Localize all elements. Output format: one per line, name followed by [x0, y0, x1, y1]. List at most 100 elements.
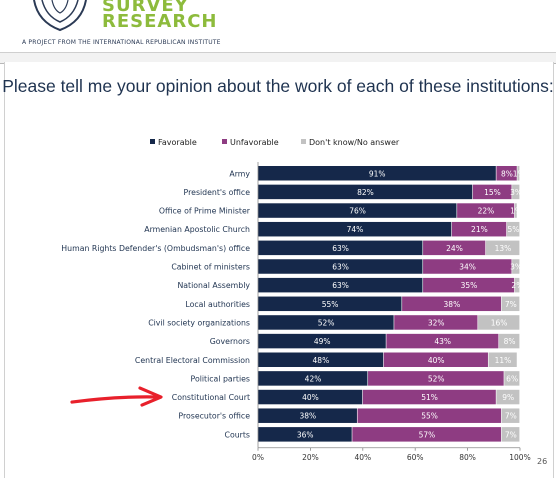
- bar-unfavorable-national-assembly: [423, 277, 515, 293]
- bar-favorable-constitutional-court: [258, 389, 363, 405]
- data-label-favorable-courts: 36%: [297, 430, 314, 439]
- category-label-constitutional-court: Constitutional Court: [172, 393, 250, 402]
- bar-don-t-know-no-answer-prosecutor-s-office: [501, 408, 520, 423]
- category-label-courts: Courts: [225, 430, 250, 439]
- bar-don-t-know-no-answer-courts: [501, 427, 520, 442]
- data-label-unfavorable-governors: 43%: [434, 337, 451, 346]
- bar-don-t-know-no-answer-cabinet-of-ministers: [512, 259, 520, 274]
- x-tick-label-1: 20%: [302, 453, 319, 462]
- data-label-don-t-know-no-answer-cabinet-of-ministers: 3%: [510, 263, 522, 272]
- category-label-prosecutor-s-office: Prosecutor's office: [178, 412, 250, 421]
- bar-favorable-armenian-apostolic-church: [258, 221, 452, 237]
- data-label-favorable-central-electoral-commission: 48%: [313, 356, 330, 365]
- legend-swatch-favorable: [150, 139, 155, 144]
- red-arrow-head: [138, 386, 163, 407]
- data-label-favorable-governors: 49%: [314, 337, 331, 346]
- bar-unfavorable-civil-society-organizations: [394, 315, 478, 330]
- category-label-political-parties: Political parties: [191, 374, 250, 383]
- x-tick-label-0: 0%: [252, 453, 264, 462]
- bar-favorable-central-electoral-commission: [258, 352, 384, 367]
- data-label-unfavorable-constitutional-court: 51%: [421, 393, 438, 402]
- data-label-favorable-civil-society-organizations: 52%: [318, 318, 335, 327]
- bar-favorable-human-rights-defender-s-ombudsman-s-office: [258, 240, 423, 256]
- bar-don-t-know-no-answer-national-assembly: [514, 277, 520, 293]
- data-label-unfavorable-courts: 57%: [419, 430, 436, 439]
- category-label-president-s-office: President's office: [184, 188, 251, 197]
- chart-title: Please tell me your opinion about the wo…: [2, 76, 554, 96]
- data-label-don-t-know-no-answer-president-s-office: 3%: [510, 188, 522, 197]
- bar-favorable-courts: [258, 427, 352, 442]
- bar-unfavorable-army: [496, 166, 517, 181]
- data-label-don-t-know-no-answer-central-electoral-commission: 11%: [495, 356, 512, 365]
- legend-swatch-unfavorable: [222, 139, 227, 144]
- logo-subtitle: A PROJECT FROM THE INTERNATIONAL REPUBLI…: [22, 39, 221, 46]
- category-label-office-of-prime-minister: Office of Prime Minister: [159, 207, 251, 216]
- logo-text-survey: SURVEY: [102, 0, 189, 16]
- x-tick-label-5: 100%: [509, 453, 530, 462]
- bar-don-t-know-no-answer-army: [517, 166, 520, 181]
- bar-favorable-army: [258, 166, 496, 181]
- data-label-don-t-know-no-answer-armenian-apostolic-church: 5%: [507, 225, 519, 234]
- data-label-unfavorable-human-rights-defender-s-ombudsman-s-office: 24%: [446, 244, 463, 253]
- bar-don-t-know-no-answer-armenian-apostolic-church: [506, 221, 520, 237]
- data-label-unfavorable-cabinet-of-ministers: 34%: [459, 263, 476, 272]
- bar-unfavorable-cabinet-of-ministers: [423, 259, 512, 274]
- data-label-don-t-know-no-answer-human-rights-defender-s-ombudsman-s-office: 13%: [495, 244, 512, 253]
- x-tick-label-2: 40%: [354, 453, 371, 462]
- data-label-unfavorable-office-of-prime-minister: 22%: [478, 207, 495, 216]
- bar-favorable-president-s-office: [258, 184, 473, 200]
- bar-favorable-local-authorities: [258, 296, 402, 312]
- legend-label-dont-know: Don't know/No answer: [309, 138, 400, 147]
- legend-swatch-dont-know: [301, 139, 306, 144]
- bar-unfavorable-human-rights-defender-s-ombudsman-s-office: [423, 240, 486, 256]
- category-label-civil-society-organizations: Civil society organizations: [148, 318, 250, 327]
- data-label-don-t-know-no-answer-prosecutor-s-office: 7%: [505, 412, 517, 421]
- data-label-unfavorable-president-s-office: 15%: [484, 188, 501, 197]
- data-label-favorable-office-of-prime-minister: 76%: [349, 207, 366, 216]
- data-label-favorable-national-assembly: 63%: [332, 281, 349, 290]
- bar-unfavorable-armenian-apostolic-church: [451, 221, 507, 237]
- bar-don-t-know-no-answer-central-electoral-commission: [488, 352, 517, 367]
- bar-favorable-office-of-prime-minister: [258, 203, 457, 218]
- category-label-governors: Governors: [210, 337, 250, 346]
- bar-favorable-civil-society-organizations: [258, 315, 394, 330]
- logo-text-research: RESEARCH: [102, 11, 218, 32]
- bar-don-t-know-no-answer-constitutional-court: [496, 389, 520, 405]
- data-label-favorable-human-rights-defender-s-ombudsman-s-office: 63%: [332, 244, 349, 253]
- red-arrow-shaft: [70, 395, 162, 404]
- data-label-favorable-armenian-apostolic-church: 74%: [347, 225, 364, 234]
- bar-unfavorable-courts: [352, 427, 502, 442]
- data-label-unfavorable-prosecutor-s-office: 55%: [421, 412, 438, 421]
- page-number: 26: [537, 457, 548, 466]
- data-label-unfavorable-armenian-apostolic-church: 21%: [471, 225, 488, 234]
- x-tick-label-4: 80%: [459, 453, 476, 462]
- data-label-favorable-president-s-office: 82%: [357, 188, 374, 197]
- legend-label-favorable: Favorable: [158, 138, 197, 147]
- data-label-don-t-know-no-answer-local-authorities: 7%: [505, 300, 517, 309]
- data-label-don-t-know-no-answer-political-parties: 6%: [506, 374, 518, 383]
- bar-don-t-know-no-answer-local-authorities: [501, 296, 520, 312]
- category-label-armenian-apostolic-church: Armenian Apostolic Church: [144, 225, 250, 234]
- bar-don-t-know-no-answer-civil-society-organizations: [478, 315, 520, 330]
- bar-unfavorable-office-of-prime-minister: [457, 203, 515, 218]
- data-label-favorable-prosecutor-s-office: 38%: [299, 412, 316, 421]
- category-label-central-electoral-commission: Central Electoral Commission: [135, 356, 250, 365]
- globe-logo-icon: [33, 0, 87, 32]
- bar-favorable-national-assembly: [258, 277, 423, 293]
- data-label-unfavorable-civil-society-organizations: 32%: [428, 318, 445, 327]
- data-label-don-t-know-no-answer-civil-society-organizations: 16%: [491, 318, 508, 327]
- category-label-human-rights-defender-s-ombudsman-s-office: Human Rights Defender's (Ombudsman's) of…: [61, 244, 250, 253]
- data-label-don-t-know-no-answer-constitutional-court: 9%: [502, 393, 514, 402]
- bar-unfavorable-president-s-office: [472, 184, 512, 200]
- category-label-cabinet-of-ministers: Cabinet of ministers: [171, 263, 250, 272]
- data-label-unfavorable-national-assembly: 35%: [461, 281, 478, 290]
- legend-label-unfavorable: Unfavorable: [230, 138, 279, 147]
- data-label-favorable-cabinet-of-ministers: 63%: [332, 263, 349, 272]
- data-label-don-t-know-no-answer-national-assembly: 2%: [511, 281, 523, 290]
- bar-unfavorable-political-parties: [368, 371, 504, 386]
- bar-don-t-know-no-answer-political-parties: [504, 371, 520, 386]
- data-label-don-t-know-no-answer-courts: 7%: [505, 430, 517, 439]
- x-tick-label-3: 60%: [407, 453, 424, 462]
- legend-item-dont-know: Don't know/No answer: [301, 138, 399, 147]
